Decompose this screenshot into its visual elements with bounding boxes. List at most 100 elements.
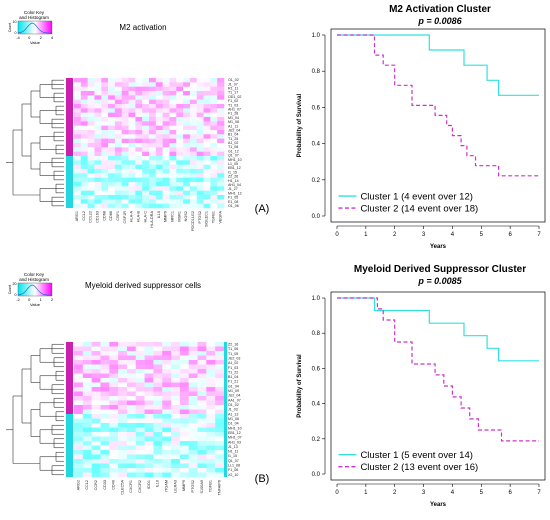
heatmap-cell (100, 414, 110, 419)
heatmap-cell (153, 409, 163, 415)
heatmap-cell (183, 195, 191, 200)
heatmap-cell (126, 346, 137, 352)
heatmap-cell (217, 160, 225, 165)
heatmap-cell (94, 190, 102, 196)
heatmap-cell (126, 387, 137, 392)
heatmap-cell (100, 355, 110, 361)
heatmap-cell (179, 378, 189, 383)
heatmap-row-label: T1_25 (228, 137, 238, 141)
heatmap-cell (189, 182, 198, 187)
km-curve-cluster-1 (337, 297, 539, 362)
heatmap-cell (153, 382, 163, 388)
heatmap-cell (82, 351, 92, 356)
heatmap-cell (91, 360, 101, 365)
heatmap-cell (100, 427, 110, 433)
heatmap-cell (196, 138, 204, 144)
heatmap-row-label: LL1_08 (228, 464, 240, 468)
heatmap-cell (206, 432, 216, 437)
heatmap-cell (171, 351, 181, 356)
heatmap-cell (153, 405, 163, 410)
heatmap-cell (74, 387, 84, 392)
heatmap-cell (135, 173, 143, 178)
heatmap-row-label: M1_04 (228, 116, 239, 120)
heatmap-cell (217, 117, 225, 122)
heatmap-cell (169, 169, 177, 174)
heatmap-cell (80, 160, 88, 165)
heatmap-cell (108, 82, 116, 87)
heatmap-cell (183, 147, 191, 152)
heatmap-cell (91, 450, 101, 455)
heatmap-cell (126, 409, 137, 415)
heatmap-cell (118, 459, 128, 464)
heatmap-cell (217, 91, 225, 96)
heatmap-cell (171, 369, 181, 374)
heatmap-cell (135, 182, 143, 187)
heatmap-cell (153, 450, 163, 455)
heatmap-cell (135, 382, 145, 388)
heatmap-cell (162, 346, 172, 352)
heatmap-cell (87, 151, 95, 157)
heatmap-cell (176, 78, 184, 83)
heatmap-cell (74, 99, 82, 105)
heatmap-cell (126, 351, 137, 356)
heatmap-cell (108, 104, 116, 109)
heatmap-cell (135, 423, 145, 428)
heatmap-cell (197, 391, 207, 397)
heatmap-cell (100, 472, 110, 478)
heatmap-cell (162, 186, 170, 191)
heatmap-cell (153, 346, 163, 352)
heatmap-cell (179, 445, 189, 451)
heatmap-cell (144, 355, 154, 361)
heatmap-cell (169, 156, 177, 161)
heatmap-row-label: B1_04 (228, 375, 238, 379)
heatmap-cell (80, 147, 88, 152)
heatmap-cell (108, 160, 116, 165)
heatmap-cell (135, 86, 143, 92)
heatmap-cell (188, 472, 198, 478)
heatmap-cell (82, 346, 92, 352)
x-tick-label: 6 (508, 490, 512, 496)
heatmap-row-label: O1_02 (228, 403, 239, 407)
heatmap-cell (100, 441, 110, 446)
heatmap-cell (210, 78, 218, 83)
heatmap-cell (149, 134, 157, 139)
heatmap-cell (94, 78, 102, 83)
heatmap-cell (206, 351, 216, 356)
heatmap-cell (74, 125, 82, 131)
heatmap-cell (100, 400, 110, 406)
heatmap-cell (188, 369, 198, 374)
heatmap-cell (155, 186, 163, 191)
heatmap-column-label: CD68 (102, 211, 106, 221)
heatmap-cell (206, 369, 216, 374)
heatmap-cell (206, 409, 216, 415)
heatmap-cell (128, 130, 136, 135)
heatmap-cell (74, 454, 84, 460)
heatmap-cell (109, 441, 119, 446)
color-key-ytick: 0 (15, 293, 17, 297)
heatmap-cell (176, 138, 184, 144)
heatmap-cell (118, 405, 128, 410)
heatmap-cell (183, 91, 191, 96)
heatmap-cell (109, 364, 119, 370)
heatmap-cell (87, 182, 95, 187)
heatmap-cell (101, 143, 109, 148)
heatmap-cell (74, 82, 82, 87)
heatmap-cell (126, 441, 137, 446)
heatmap-cell (149, 99, 157, 105)
heatmap-cell (217, 78, 225, 83)
heatmap-cell (149, 203, 157, 209)
heatmap-cell (162, 387, 172, 392)
heatmap-cell (126, 369, 137, 374)
x-tick-label: 6 (508, 232, 512, 238)
heatmap-row-label: Z2_26 (228, 175, 238, 179)
color-key-ytick: 10 (13, 20, 17, 24)
heatmap-cell (80, 156, 88, 161)
heatmap-cell (82, 441, 92, 446)
heatmap-cell (155, 117, 163, 122)
heatmap-cell (162, 396, 172, 401)
heatmap-cell (179, 459, 189, 464)
heatmap-cell (179, 373, 189, 379)
heatmap-cell (74, 156, 82, 161)
heatmap-cell (135, 121, 143, 126)
